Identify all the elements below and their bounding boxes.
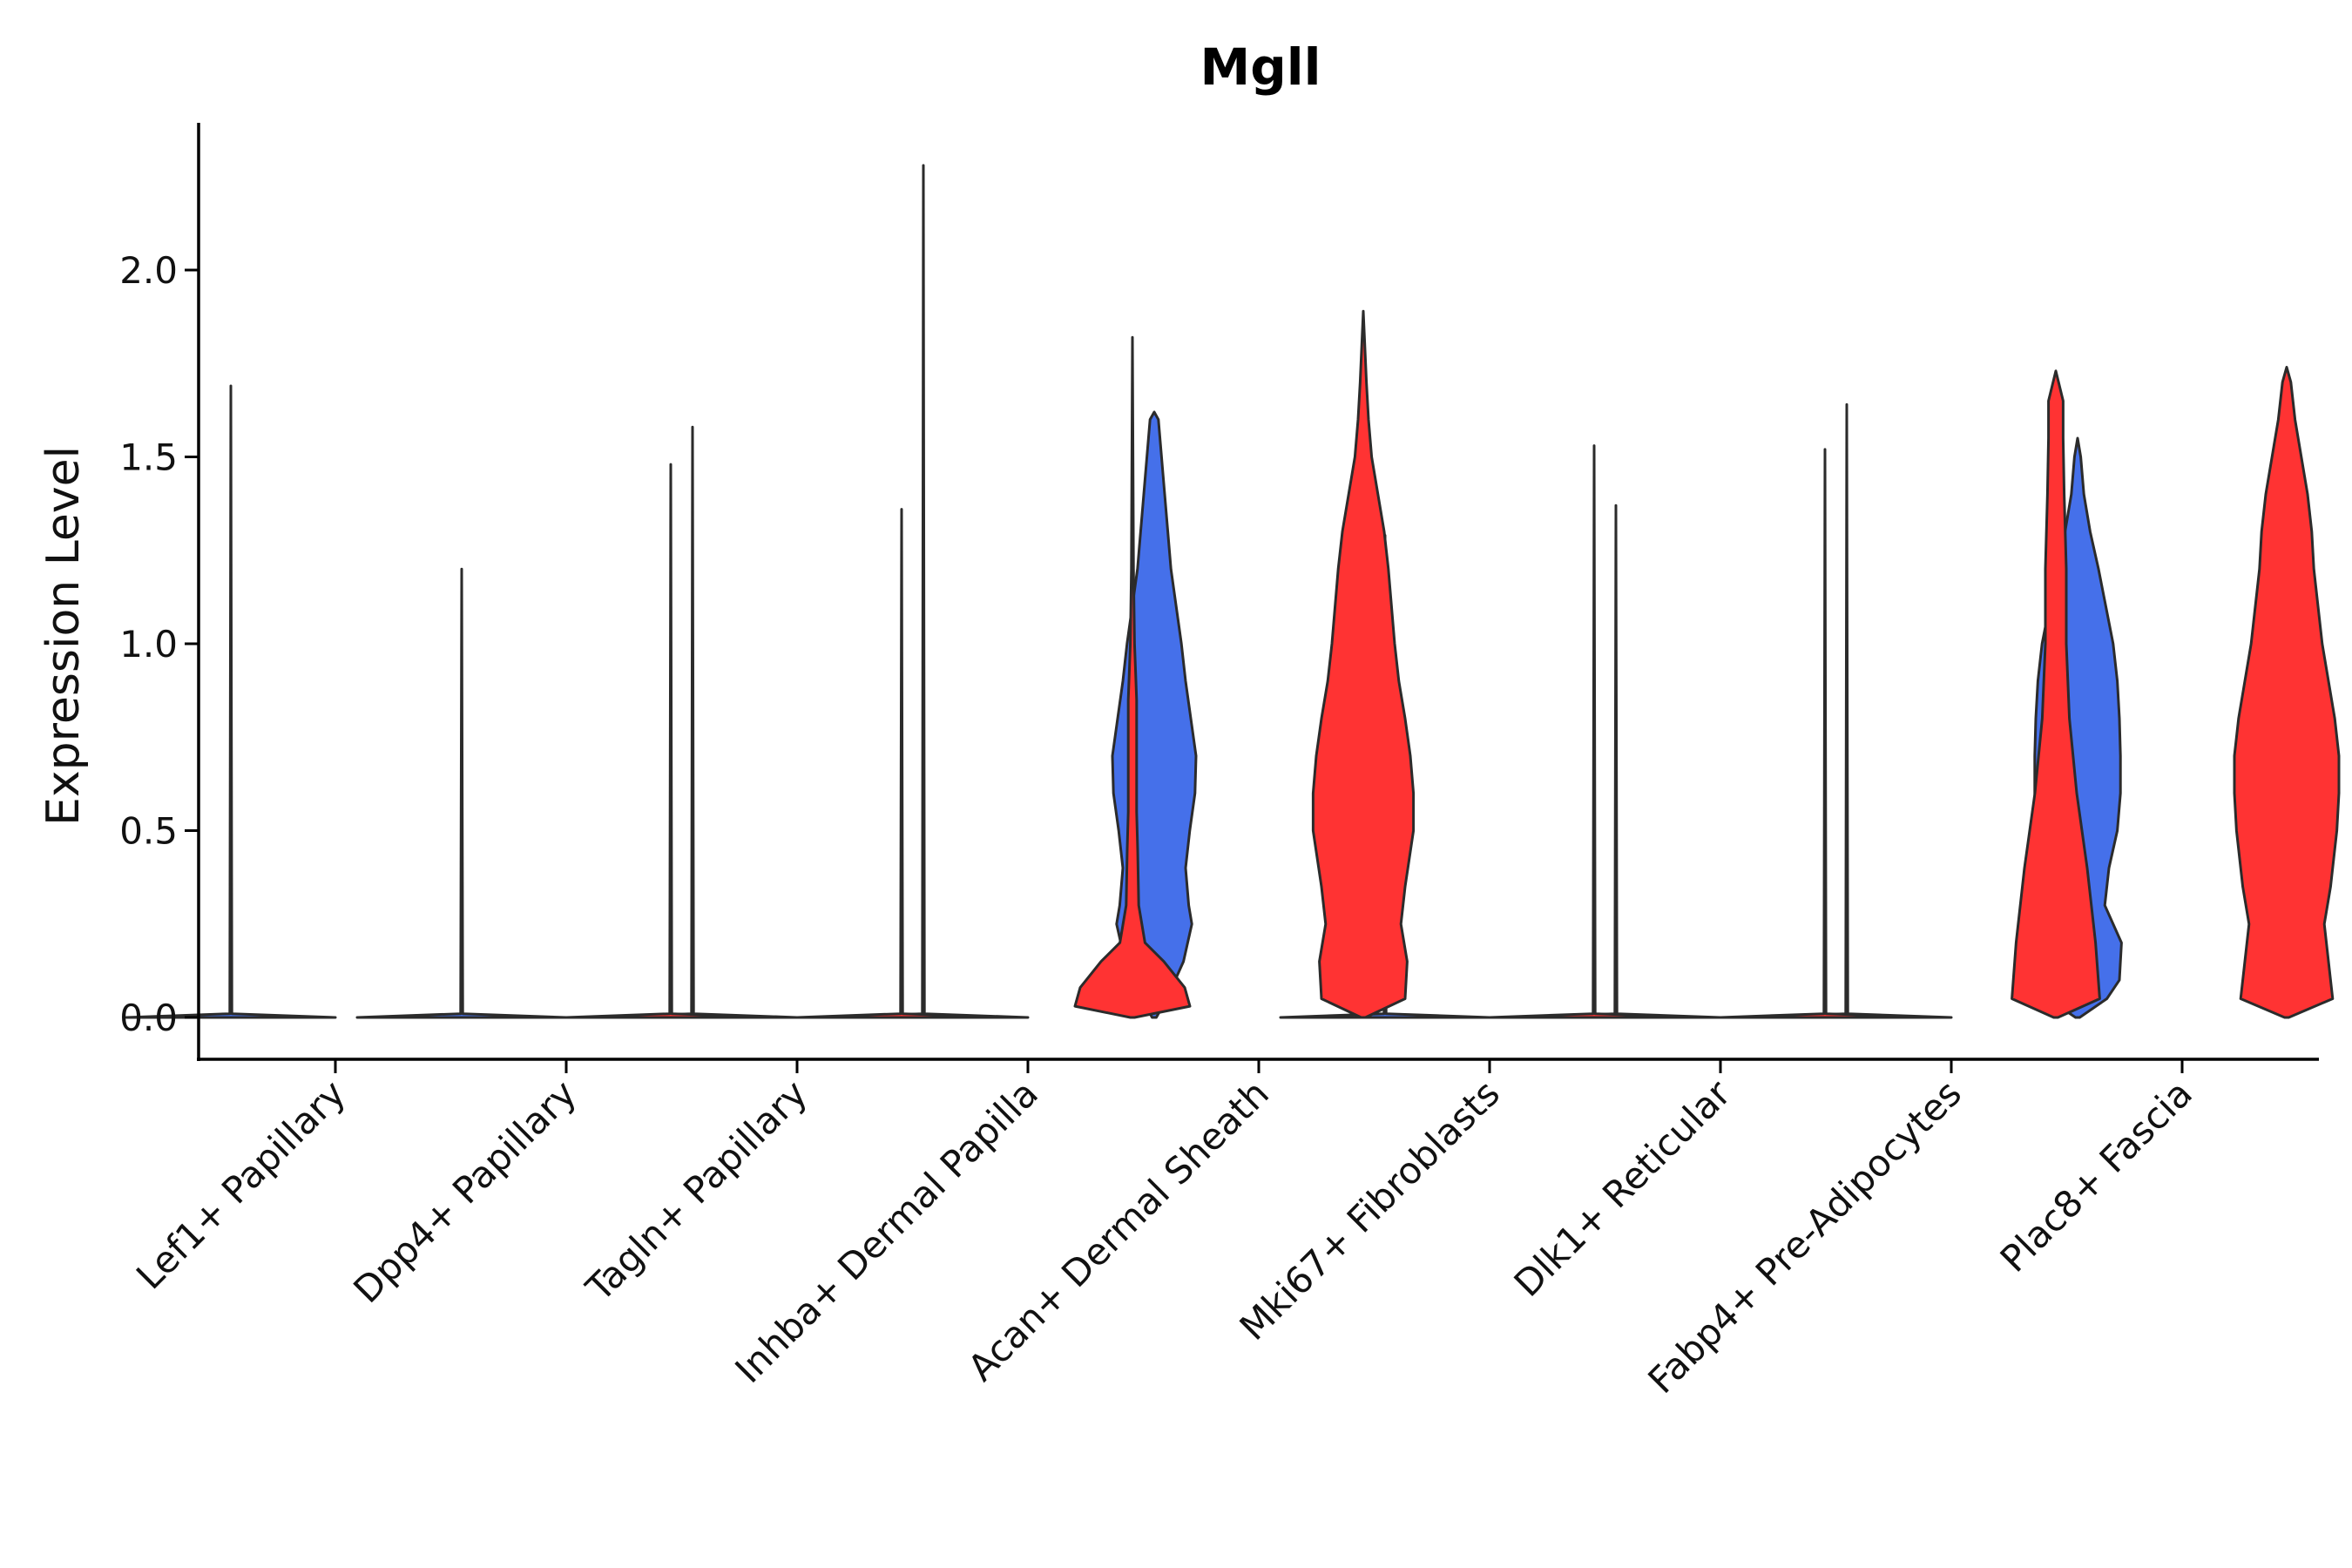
violin-group_b [795,508,1008,1019]
y-tick-label: 2.0 [119,249,178,292]
violin-group_a [355,567,568,1019]
violin-layer [125,164,2341,1019]
violin-group_a [125,384,337,1019]
violin-group_a [1740,402,1953,1019]
chart-title: Mgll [1200,37,1321,97]
x-tick-label: Lef1+ Papillary [128,1071,354,1297]
violin-group_b [564,463,777,1019]
y-ticks: 0.0 0.5 1.0 1.5 2.0 [119,249,199,1039]
violin-group_a [586,425,799,1019]
violin-group_b [1488,444,1700,1019]
violin-group_b [2233,366,2341,1019]
y-axis-label: Expression Level [37,446,90,826]
y-tick-label: 1.0 [119,623,178,666]
axes [197,123,2319,1061]
violin-group_b [1073,335,1192,1019]
violin-group_b [1311,309,1416,1019]
y-tick-label: 0.0 [119,997,178,1039]
x-tick-label: Mki67+ Fibroblasts [1232,1071,1508,1348]
y-tick-label: 1.5 [119,436,178,479]
y-tick-label: 0.5 [119,810,178,853]
x-tick-label: Dlk1+ Reticular [1506,1071,1740,1305]
violin-group_b [2011,369,2101,1019]
x-tick-label: Dpp4+ Papillary [345,1071,585,1311]
violin-group_a [1510,504,1722,1019]
violin-group_b [1719,448,1931,1019]
violin-group_a [817,164,1030,1019]
x-tick-label: Tagln+ Papillary [578,1071,815,1309]
x-tick-label: Plac8+ Fascia [1992,1071,2200,1280]
